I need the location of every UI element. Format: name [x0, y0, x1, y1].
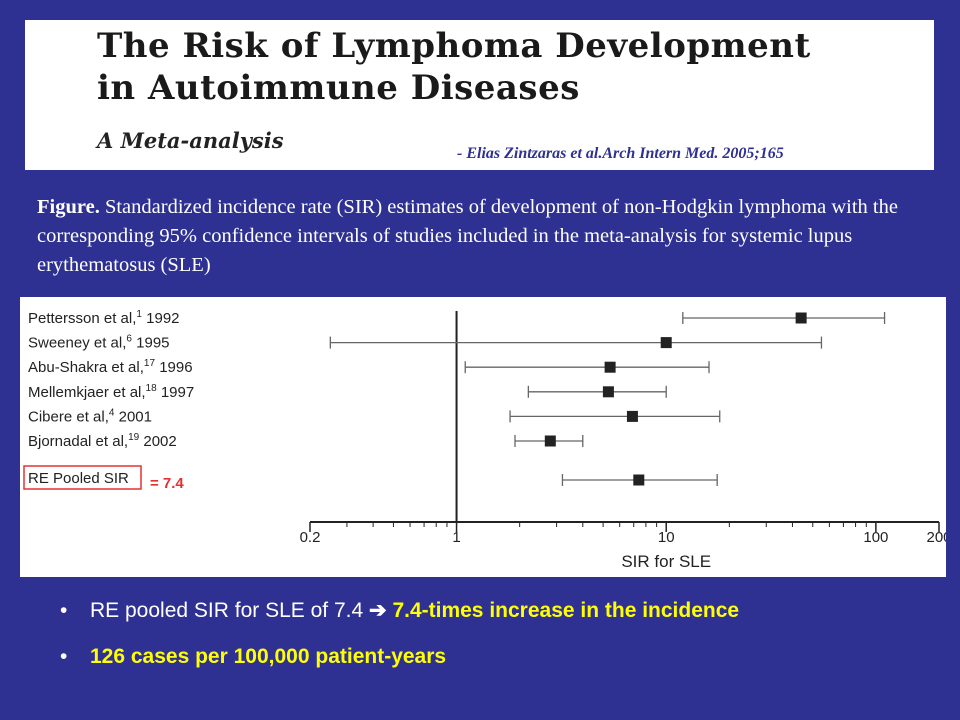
x-tick-label: 100: [863, 529, 888, 546]
bullet-item: • RE pooled SIR for SLE of 7.4 ➔ 7.4-tim…: [60, 596, 940, 642]
study-label: Sweeney et al,6 1995: [28, 334, 170, 352]
study-ref: 19: [128, 432, 140, 443]
study-label: Mellemkjaer et al,18 1997: [28, 383, 194, 401]
caption-label: Figure.: [37, 196, 100, 218]
point-estimate: [795, 312, 807, 324]
point-estimate: [626, 410, 638, 422]
bullet-item: • 126 cases per 100,000 patient-years: [60, 642, 940, 688]
study-name: Bjornadal et al,: [28, 433, 128, 450]
bullet-highlight: 7.4-times increase in the incidence: [386, 599, 740, 622]
bullet-dot: •: [60, 645, 68, 668]
study-name: Abu-Shakra et al,: [28, 359, 144, 376]
paper-title-line-1: The Risk of Lymphoma Development: [97, 26, 811, 66]
study-label: Bjornadal et al,19 2002: [28, 432, 177, 450]
caption-text: Standardized incidence rate (SIR) estima…: [37, 196, 898, 276]
forest-plot: 0.2 1 10 100 200 SIR for SLE Pettersson et al,…: [23, 309, 946, 571]
study-year: 1992: [142, 310, 180, 327]
point-estimate: [660, 337, 672, 349]
pooled-label: RE Pooled SIR: [28, 470, 129, 487]
right-arrow-icon: ➔: [369, 599, 387, 622]
study-name: Mellemkjaer et al,: [28, 384, 146, 401]
point-estimate: [544, 435, 556, 447]
x-tick-label: 10: [658, 529, 675, 546]
title-image: The Risk of Lymphoma Development in Auto…: [25, 20, 934, 170]
point-estimate: [604, 361, 616, 373]
bullet-dot: •: [60, 599, 68, 622]
study-name: Sweeney et al,: [28, 335, 126, 352]
study-label: Cibere et al,4 2001: [28, 407, 152, 425]
study-ref: 1: [136, 309, 142, 320]
x-tick-label: 1: [452, 529, 460, 546]
bullet-text: RE pooled SIR for SLE of 7.4: [90, 599, 369, 622]
x-tick-label: 0.2: [300, 529, 321, 546]
study-year: 1995: [132, 335, 170, 352]
study-ref: 6: [126, 334, 132, 345]
bullet-highlight: 126 cases per 100,000 patient-years: [90, 645, 447, 668]
study-label: Abu-Shakra et al,17 1996: [28, 358, 193, 376]
x-axis-label: SIR for SLE: [621, 552, 711, 571]
study-year: 2001: [114, 408, 152, 425]
citation: - Elias Zintzaras et al.Arch Intern Med.…: [457, 145, 784, 162]
study-ref: 4: [109, 407, 115, 418]
forest-plot-panel: 0.2 1 10 100 200 SIR for SLE Pettersson et al,…: [20, 297, 946, 577]
study-name: Pettersson et al,: [28, 310, 136, 327]
study-year: 1996: [155, 359, 193, 376]
point-estimate: [602, 386, 614, 398]
bullet-list: • RE pooled SIR for SLE of 7.4 ➔ 7.4-tim…: [60, 596, 940, 688]
pooled-point: [633, 474, 645, 486]
figure-caption: Figure. Standardized incidence rate (SIR…: [37, 193, 917, 280]
study-ref: 17: [144, 358, 156, 369]
paper-subtitle: A Meta-analysis: [97, 128, 284, 153]
x-tick-label: 200: [926, 529, 946, 546]
study-year: 2002: [139, 433, 177, 450]
study-name: Cibere et al,: [28, 408, 109, 425]
study-ref: 18: [146, 383, 158, 394]
study-year: 1997: [157, 384, 195, 401]
paper-title-line-2: in Autoimmune Diseases: [97, 68, 580, 108]
pooled-highlight-box: [23, 465, 142, 490]
pooled-annotation: = 7.4: [150, 475, 184, 492]
study-label: Pettersson et al,1 1992: [28, 309, 180, 327]
